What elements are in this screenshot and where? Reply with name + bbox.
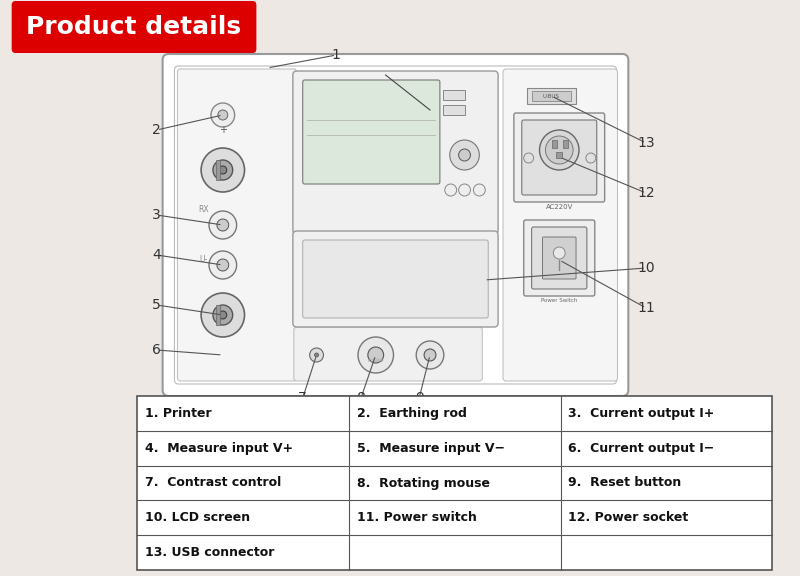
Circle shape: [201, 148, 245, 192]
Text: U-: U-: [199, 256, 207, 264]
Text: 11. Power switch: 11. Power switch: [357, 511, 477, 524]
Circle shape: [524, 153, 534, 163]
Text: 4.  Measure input V+: 4. Measure input V+: [145, 442, 293, 454]
Text: 7: 7: [298, 391, 307, 405]
FancyBboxPatch shape: [162, 54, 628, 396]
Text: U-BUS: U-BUS: [543, 93, 560, 98]
FancyBboxPatch shape: [178, 69, 297, 381]
Text: 3.  Current output I+: 3. Current output I+: [569, 407, 715, 420]
Text: 1. Printer: 1. Printer: [145, 407, 211, 420]
FancyBboxPatch shape: [302, 240, 488, 318]
FancyBboxPatch shape: [542, 237, 576, 279]
Text: RX: RX: [198, 206, 208, 214]
Circle shape: [539, 130, 579, 170]
Text: 5.  Measure input V−: 5. Measure input V−: [357, 442, 505, 454]
Text: 10. LCD screen: 10. LCD screen: [145, 511, 250, 524]
Text: 6.  Current output I−: 6. Current output I−: [569, 442, 714, 454]
Text: 12: 12: [638, 186, 655, 200]
Bar: [526, 88, 576, 104]
Circle shape: [554, 247, 565, 259]
Circle shape: [217, 219, 229, 231]
Circle shape: [586, 153, 596, 163]
FancyBboxPatch shape: [302, 80, 440, 184]
Text: 9.  Reset button: 9. Reset button: [569, 476, 682, 490]
Circle shape: [213, 160, 233, 180]
Circle shape: [416, 341, 444, 369]
Text: Goldhome hipot: Goldhome hipot: [238, 279, 574, 321]
Text: 4: 4: [152, 248, 161, 262]
Circle shape: [219, 166, 226, 174]
Circle shape: [458, 149, 470, 161]
Bar: [443, 105, 465, 115]
Circle shape: [445, 184, 457, 196]
FancyBboxPatch shape: [293, 231, 498, 327]
Circle shape: [458, 184, 470, 196]
Circle shape: [314, 353, 318, 357]
Circle shape: [546, 136, 573, 164]
Bar: [552, 140, 558, 148]
Text: 1: 1: [332, 48, 341, 62]
Circle shape: [424, 349, 436, 361]
Text: +: +: [219, 125, 227, 135]
Text: 9: 9: [414, 391, 423, 405]
Circle shape: [218, 110, 228, 120]
Bar: [532, 91, 571, 101]
Bar: [443, 90, 465, 100]
Text: AC220V: AC220V: [546, 204, 573, 210]
Circle shape: [211, 103, 234, 127]
FancyBboxPatch shape: [503, 69, 618, 381]
Circle shape: [201, 293, 245, 337]
Circle shape: [450, 140, 479, 170]
Bar: [137, 396, 772, 570]
Circle shape: [368, 347, 384, 363]
Text: 2: 2: [152, 123, 161, 137]
Text: 11: 11: [638, 301, 655, 315]
Bar: [556, 152, 562, 158]
Bar: [216, 305, 220, 325]
Text: 3: 3: [152, 208, 161, 222]
Text: 8.  Rotating mouse: 8. Rotating mouse: [357, 476, 490, 490]
FancyBboxPatch shape: [293, 71, 498, 234]
Circle shape: [358, 337, 394, 373]
Text: 5: 5: [152, 298, 161, 312]
Bar: [216, 160, 220, 180]
Text: 6: 6: [152, 343, 161, 357]
Circle shape: [219, 311, 226, 319]
Text: 2.  Earthing rod: 2. Earthing rod: [357, 407, 466, 420]
Circle shape: [209, 211, 237, 239]
Text: rotate: rotate: [367, 358, 384, 362]
Text: 13: 13: [638, 136, 655, 150]
Text: Product details: Product details: [26, 15, 242, 39]
FancyBboxPatch shape: [514, 113, 605, 202]
Text: 13. USB connector: 13. USB connector: [145, 546, 274, 559]
FancyBboxPatch shape: [524, 220, 594, 296]
Text: Power Switch: Power Switch: [541, 297, 578, 302]
Circle shape: [209, 251, 237, 279]
FancyBboxPatch shape: [522, 120, 597, 195]
Text: 8: 8: [357, 391, 366, 405]
Text: 10: 10: [638, 261, 655, 275]
Circle shape: [217, 259, 229, 271]
FancyBboxPatch shape: [12, 1, 256, 53]
Bar: [563, 140, 568, 148]
FancyBboxPatch shape: [532, 227, 587, 289]
Circle shape: [310, 348, 323, 362]
FancyBboxPatch shape: [294, 327, 482, 381]
Text: 7.  Contrast control: 7. Contrast control: [145, 476, 281, 490]
Text: 12. Power socket: 12. Power socket: [569, 511, 689, 524]
Circle shape: [474, 184, 486, 196]
Circle shape: [213, 305, 233, 325]
